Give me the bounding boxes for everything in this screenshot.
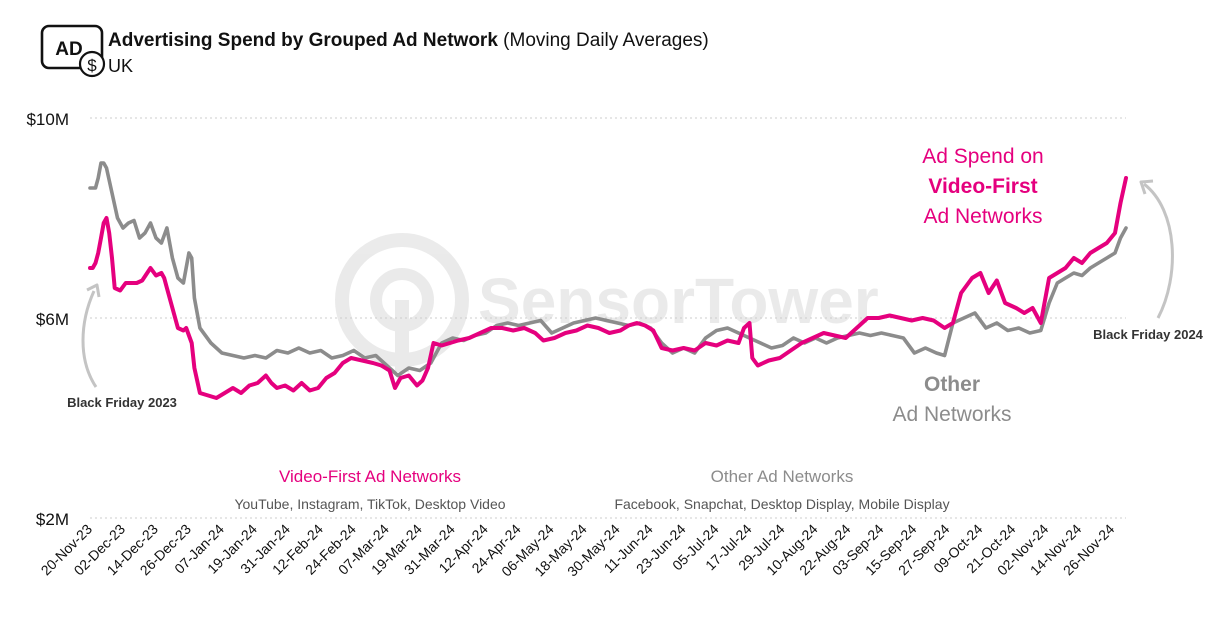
callout-video-first-line3: Ad Networks: [923, 205, 1042, 228]
y-tick-label: $6M: [36, 310, 69, 329]
callout-video-first-line1: Ad Spend on: [922, 145, 1043, 168]
x-axis: 20-Nov-2302-Dec-2314-Dec-2326-Dec-2307-J…: [38, 521, 1118, 580]
legend: Video-First Ad Networks YouTube, Instagr…: [234, 467, 949, 512]
callout-video-first-line2: Video-First: [928, 175, 1037, 198]
y-tick-label: $10M: [26, 110, 69, 129]
y-tick-label: $2M: [36, 510, 69, 529]
chart-title: Advertising Spend by Grouped Ad Network: [108, 30, 498, 51]
series-line-other: [88, 161, 1128, 378]
annotations: Ad Spend on Video-First Ad Networks Othe…: [67, 145, 1204, 426]
callout-other-line2: Ad Networks: [892, 403, 1011, 426]
black-friday-2023-arrowhead: [86, 283, 101, 298]
legend-other-desc: Facebook, Snapchat, Desktop Display, Mob…: [614, 496, 949, 512]
black-friday-2024-arrowhead: [1139, 179, 1154, 195]
black-friday-2024-arrow: [1143, 182, 1174, 319]
black-friday-2024-label: Black Friday 2024: [1093, 327, 1204, 342]
watermark: SensorTower: [335, 233, 879, 372]
black-friday-2023-arrow: [81, 290, 98, 388]
y-axis: $10M $6M $2M: [26, 110, 69, 529]
black-friday-2023-label: Black Friday 2023: [67, 395, 177, 410]
watermark-text: SensorTower: [478, 265, 879, 337]
chart-title-line: Advertising Spend by Grouped Ad Network …: [108, 30, 709, 52]
legend-other-title: Other Ad Networks: [711, 467, 854, 486]
region-label: UK: [108, 56, 134, 76]
chart-subtitle: (Moving Daily Averages): [503, 30, 709, 51]
callout-other-line1: Other: [924, 373, 980, 396]
legend-video-first-title: Video-First Ad Networks: [279, 467, 461, 486]
legend-video-first-desc: YouTube, Instagram, TikTok, Desktop Vide…: [234, 496, 505, 512]
ad-dollar-icon: AD $: [40, 24, 106, 78]
series: [88, 161, 1128, 400]
svg-text:$: $: [87, 56, 97, 75]
series-line-video-first: [88, 176, 1128, 400]
ad-icon-text: AD: [55, 39, 82, 60]
